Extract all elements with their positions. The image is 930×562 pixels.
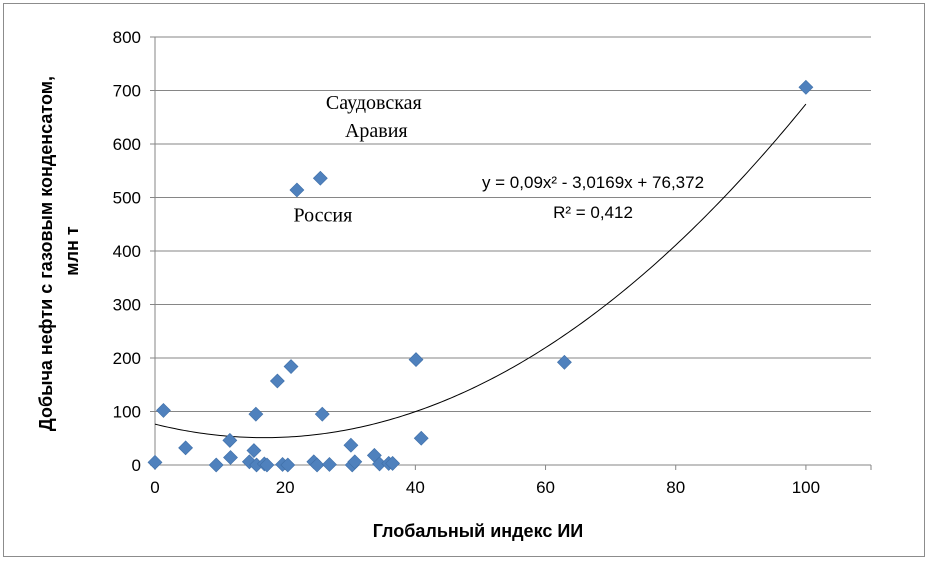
data-point [241,454,257,470]
x-tick-labels: 0 20 40 60 80 100 [150,465,872,497]
data-point [259,457,275,473]
data-point [322,457,337,472]
data-points [147,79,814,473]
data-point [208,457,224,473]
y-tick-label: 700 [113,82,141,101]
data-point [347,454,363,470]
x-axis-title: Глобальный индекс ИИ [373,521,583,541]
annotation-russia: Россия [294,205,353,227]
y-tick-label: 200 [113,349,141,368]
x-tick-label: 20 [276,478,295,497]
data-point [222,432,238,448]
x-tick-label: 40 [406,478,425,497]
data-point [314,406,330,422]
data-point [223,450,238,465]
y-tick-label: 500 [113,189,141,208]
annotation-russia-line-1: Россия [294,205,353,227]
data-point [280,457,296,473]
data-point [312,170,328,186]
data-point [248,406,264,422]
data-point [178,440,194,456]
y-tick-label: 800 [113,28,141,47]
data-point [408,352,424,368]
y-axis-title: Добыча нефти с газовым конденсатом, млн … [36,71,82,431]
data-point [283,359,299,374]
y-axis-title-line-1: Добыча нефти с газовым конденсатом, [36,76,56,431]
trendline-equation: y = 0,09x² - 3,0169x + 76,372 [482,173,704,192]
data-point [556,354,572,370]
x-tick-label: 60 [536,478,555,497]
data-point [413,430,429,446]
annotation-saudi-arabia: Саудовская Аравия [326,92,427,142]
y-tick-labels: 0 100 200 300 400 500 600 700 800 [113,28,155,475]
y-tick-label: 600 [113,135,141,154]
data-point [246,443,262,458]
trendline-r-squared: R² = 0,412 [553,203,633,222]
gridlines [155,36,871,412]
data-point [343,437,359,453]
y-tick-label: 100 [113,403,141,422]
annotation-saudi-arabia-line-2: Аравия [345,120,408,142]
data-point [269,373,285,389]
x-tick-label: 0 [150,478,159,497]
y-tick-label: 400 [113,242,141,261]
y-axis-title-line-2: млн т [62,226,82,276]
trendline [154,103,807,439]
x-tick-label: 100 [792,478,820,497]
data-point [156,403,171,418]
data-point [289,182,305,198]
annotation-saudi-arabia-line-1: Саудовская [326,92,422,114]
x-tick-label: 80 [666,478,685,497]
data-point [798,79,814,95]
data-point [147,454,163,470]
y-tick-label: 0 [132,456,141,475]
data-point [385,455,401,471]
data-point [309,457,325,473]
y-tick-label: 300 [113,296,141,315]
